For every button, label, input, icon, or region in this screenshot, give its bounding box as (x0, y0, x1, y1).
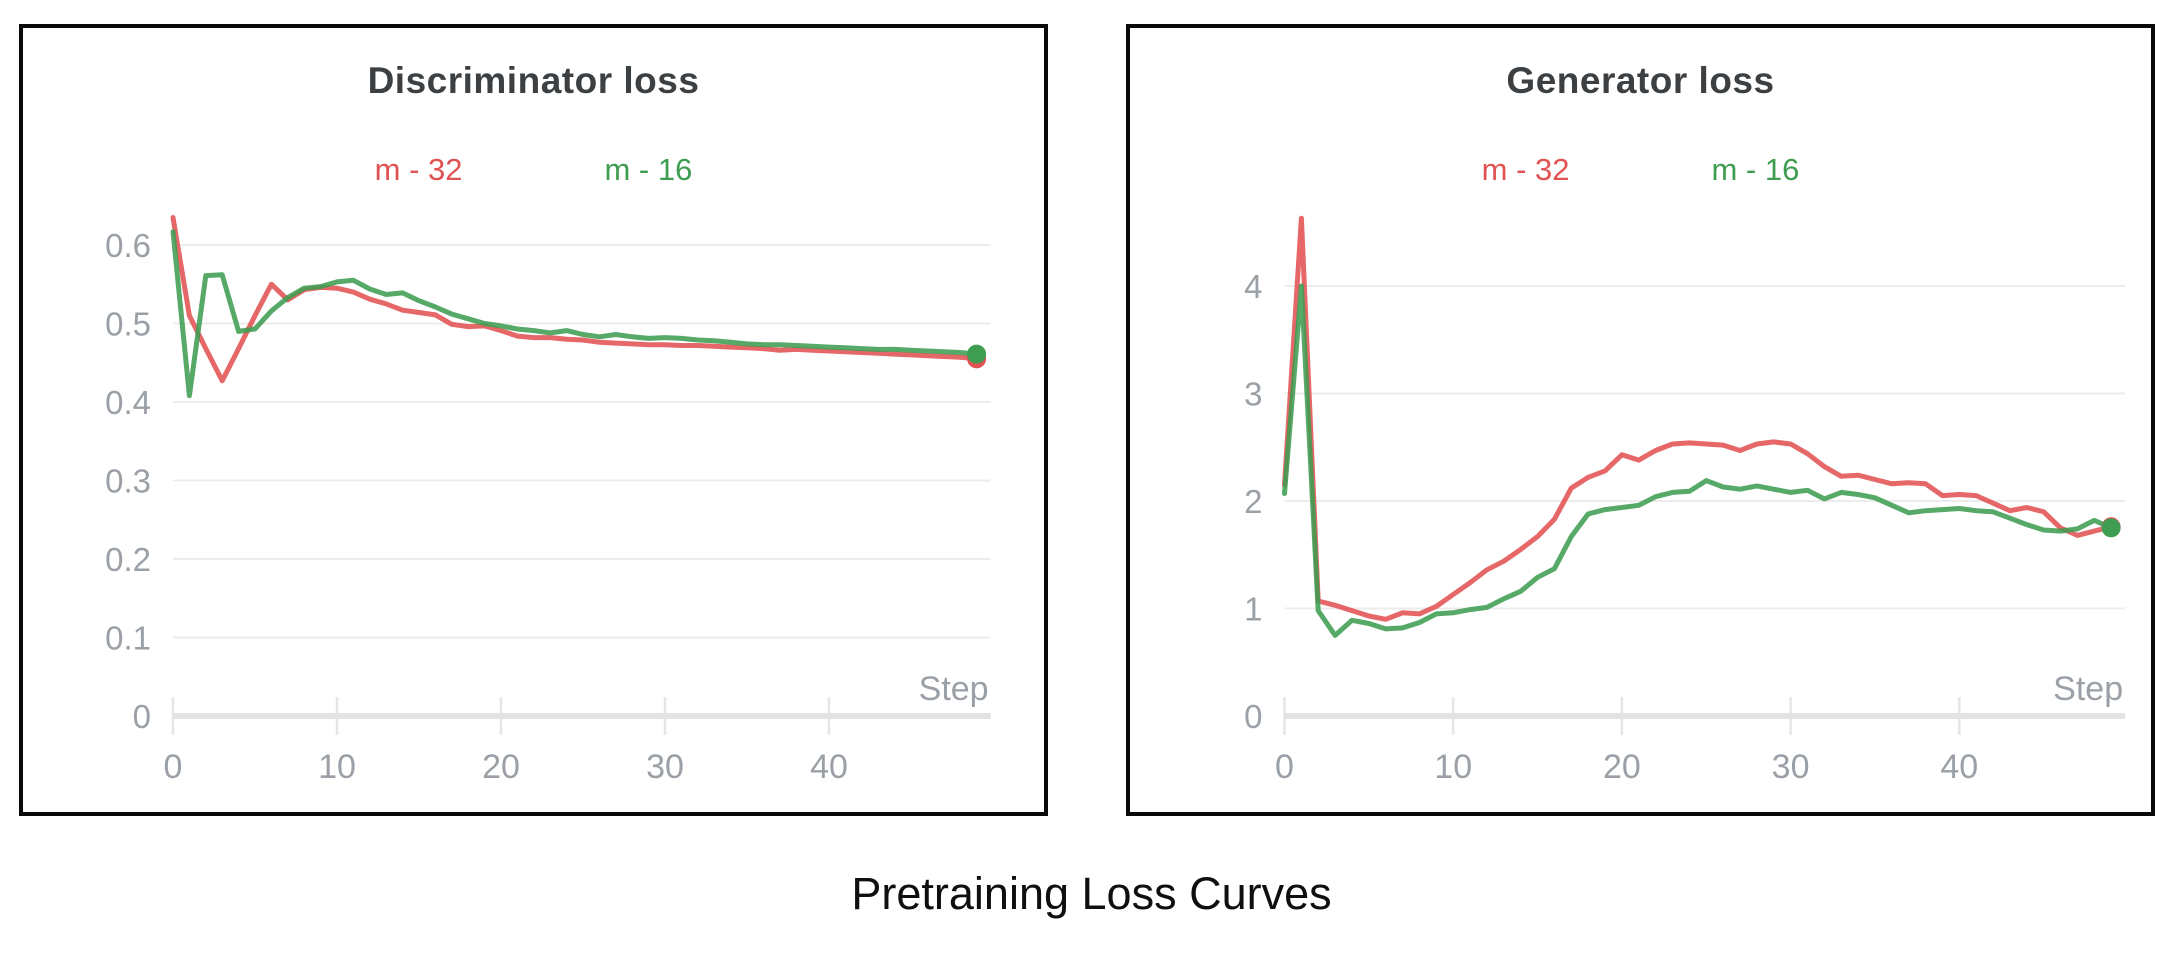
generator-loss-card: Generator loss m - 32 m - 16 0 1 2 3 4 0 10 20 3… (1126, 24, 2155, 816)
x-tick-label: 20 (482, 748, 520, 786)
x-axis-title: Step (2053, 670, 2123, 708)
series-end-dot-m-16 (2101, 518, 2121, 538)
legend-generator: m - 32 m - 16 (1130, 152, 2151, 188)
discriminator-plot-canvas: 0 0.1 0.2 0.3 0.4 0.5 0.6 0 10 20 30 40 Step (105, 215, 991, 786)
y-tick-label: 3 (1244, 376, 1262, 413)
chart-title-discriminator: Discriminator loss (367, 60, 700, 101)
legend-item-m-16: m - 16 (1711, 152, 1800, 187)
series-end-dot-m-16 (967, 344, 987, 364)
x-tick-label: 40 (810, 748, 848, 786)
x-axis-title: Step (919, 670, 989, 708)
y-tick-label: 1 (1244, 591, 1262, 628)
legend-item-m-16: m - 16 (604, 152, 693, 187)
discriminator-loss-card: Discriminator loss m - 32 m - 16 0 0.1 0.2… (19, 24, 1048, 816)
x-tick-label: 0 (1275, 748, 1294, 786)
y-tick-label: 0.2 (105, 541, 151, 578)
x-tick-label: 30 (646, 748, 684, 786)
y-tick-label: 2 (1244, 483, 1262, 520)
series-line-m-32 (170, 215, 980, 384)
legend-item-m-32: m - 32 (374, 152, 463, 187)
chart-title-generator: Generator loss (1506, 60, 1775, 101)
x-tick-label: 30 (1772, 748, 1810, 786)
series-line-m-32 (1282, 215, 2114, 622)
y-tick-label: 0 (1244, 698, 1262, 735)
x-tick-label: 0 (164, 748, 183, 786)
legend-discriminator: m - 32 m - 16 (23, 152, 1044, 188)
x-tick-label: 10 (318, 748, 356, 786)
series-line-m-16 (170, 229, 980, 399)
x-tick-label: 10 (1434, 748, 1472, 786)
y-tick-label: 0.5 (105, 306, 151, 343)
series-line-m-16 (1282, 283, 2114, 638)
y-tick-label: 0.3 (105, 463, 151, 500)
y-tick-label: 0 (133, 698, 151, 735)
legend-item-m-32: m - 32 (1481, 152, 1570, 187)
y-tick-label: 0.4 (105, 384, 151, 421)
y-tick-label: 0.1 (105, 620, 151, 657)
y-tick-label: 4 (1244, 268, 1262, 305)
x-tick-label: 40 (1940, 748, 1978, 786)
y-tick-label: 0.6 (105, 227, 151, 264)
x-tick-label: 20 (1603, 748, 1641, 786)
figure-caption: Pretraining Loss Curves (851, 868, 1332, 919)
